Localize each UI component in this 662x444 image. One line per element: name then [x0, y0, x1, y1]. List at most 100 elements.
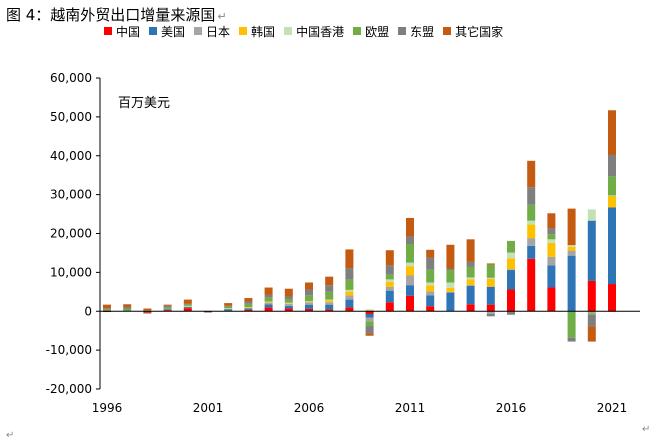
bar-segment — [305, 289, 313, 296]
bar-segment — [426, 257, 435, 270]
bar-segment — [547, 239, 556, 243]
bar-segment — [163, 309, 172, 311]
bar-segment — [587, 209, 596, 221]
bar-segment — [264, 307, 273, 312]
bar-segment — [385, 265, 394, 275]
bar-segment — [527, 245, 536, 259]
bar-segment — [183, 303, 192, 305]
y-tick-label: -10,000 — [46, 343, 92, 357]
bar-segment — [284, 303, 293, 306]
bar-segment — [587, 220, 596, 281]
bar-segment — [587, 326, 596, 342]
bar-segment — [163, 307, 172, 309]
legend-item: 韩国 — [239, 23, 275, 40]
bar-segment — [244, 306, 253, 308]
bar-segment — [527, 238, 536, 246]
bar-segment — [224, 303, 233, 306]
bar-segment — [426, 285, 435, 292]
bar-segment — [305, 282, 313, 290]
bar-segment — [608, 110, 616, 155]
y-tick-label: 60,000 — [50, 71, 92, 85]
bar-segment — [284, 308, 293, 312]
bar-segment — [183, 308, 192, 312]
bar-segment — [608, 195, 616, 208]
bar-segment — [325, 285, 334, 292]
bar-segment — [507, 269, 515, 271]
bar-segment — [305, 304, 313, 309]
bar-segment — [123, 306, 132, 309]
bar-segment — [426, 269, 435, 283]
bar-segment — [426, 249, 435, 258]
x-tick-label: 1996 — [92, 401, 123, 415]
legend-item: 日本 — [194, 23, 230, 40]
bar-segment — [426, 295, 435, 307]
legend-item: 美国 — [149, 23, 185, 40]
bar-segment — [224, 308, 233, 310]
legend-item: 东盟 — [398, 23, 434, 40]
bar-segment — [244, 307, 253, 308]
bar-segment — [587, 311, 596, 314]
bar-segment — [527, 220, 536, 225]
bar-segment — [224, 305, 233, 307]
bar-segment — [406, 295, 414, 312]
bar-segment — [325, 304, 334, 310]
bar-segment — [183, 305, 192, 307]
bar-segment — [406, 262, 414, 267]
bar-segment — [547, 213, 556, 229]
bar-segment — [587, 313, 596, 315]
legend-item: 中国 — [104, 23, 140, 40]
bar-segment — [406, 236, 414, 244]
bar-segment — [466, 285, 475, 286]
bar-segment — [567, 208, 576, 246]
legend-label: 其它国家 — [455, 24, 504, 39]
paragraph-mark: ↵ — [217, 10, 227, 23]
bar-segment — [486, 311, 495, 314]
bar-segment — [426, 282, 435, 286]
legend-label: 中国香港 — [296, 24, 345, 39]
bar-segment — [264, 297, 273, 302]
bar-segment — [305, 302, 313, 305]
legend-label: 欧盟 — [365, 24, 390, 39]
bar-segment — [486, 277, 495, 279]
bar-segment — [325, 309, 334, 312]
bar-segment — [284, 299, 293, 303]
bar-segment — [385, 281, 394, 287]
bar-segment — [385, 274, 394, 280]
bar-segment — [163, 305, 172, 308]
bar-segment — [486, 304, 495, 312]
bar-segment — [284, 288, 293, 297]
bar-segment — [446, 292, 455, 312]
bar-segment — [547, 234, 556, 240]
bar-segment — [305, 301, 313, 302]
bar-segment — [426, 291, 435, 296]
bar-segment — [325, 302, 334, 305]
bar-segment — [224, 308, 233, 310]
bar-segment — [224, 309, 233, 312]
bar-segment — [365, 311, 374, 314]
y-tick-label: 40,000 — [50, 149, 92, 163]
legend-swatch — [194, 27, 203, 35]
legend-label: 美国 — [161, 24, 186, 39]
y-tick-label: 50,000 — [50, 110, 92, 124]
bar-segment — [264, 301, 273, 303]
bar-segment — [507, 240, 515, 253]
bar-segment — [507, 311, 515, 315]
bar-segment — [365, 317, 374, 322]
bar-segment — [345, 279, 354, 290]
bar-segment — [244, 308, 253, 310]
bar-segment — [527, 187, 536, 205]
bar-segment — [406, 275, 414, 286]
bar-segment — [486, 313, 495, 317]
bar-segment — [567, 245, 576, 247]
bar-segment — [284, 296, 293, 300]
bar-segment — [325, 299, 334, 301]
unit-label: 百万美元 — [118, 96, 171, 111]
bar-segment — [264, 287, 273, 295]
bar-segment — [466, 239, 475, 262]
bar-segment — [123, 308, 132, 312]
bar-segment — [183, 306, 192, 308]
bar-segment — [567, 250, 576, 256]
bar-segment — [446, 270, 455, 283]
bar-segment — [608, 154, 616, 177]
bar-segment — [183, 304, 192, 306]
